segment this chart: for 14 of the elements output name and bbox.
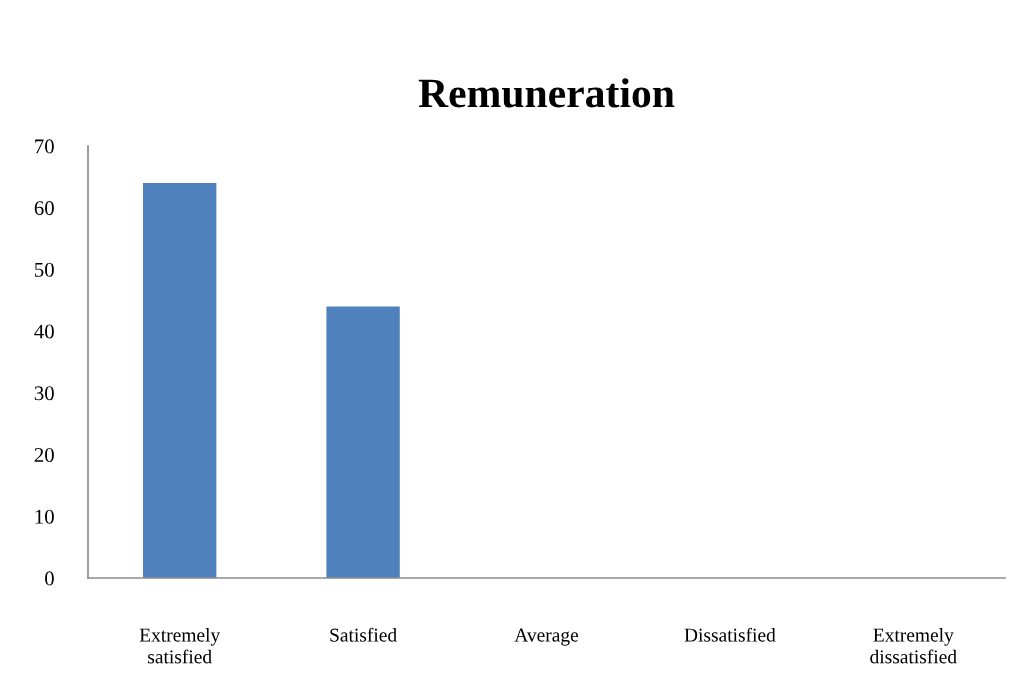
y-tick-label: 30: [34, 386, 54, 401]
x-tick-label: Satisfied: [330, 627, 397, 642]
y-tick-label: 70: [35, 139, 54, 154]
x-tick-label: Average: [514, 628, 579, 646]
y-tick-label: 50: [35, 262, 54, 277]
y-tick-label: 10: [35, 509, 54, 524]
x-tick-label: Extremely dissatisfied: [870, 628, 957, 664]
y-tick-label: 20: [34, 447, 54, 462]
y-tick-label: 0: [45, 571, 54, 586]
chart-title: Remuneration: [418, 78, 675, 108]
y-tick-label: 60: [34, 201, 54, 216]
x-tick-label: Dissatisfied: [684, 627, 776, 642]
x-tick-label: Extremely satisfied: [139, 628, 221, 664]
y-tick-label: 40: [34, 324, 54, 339]
